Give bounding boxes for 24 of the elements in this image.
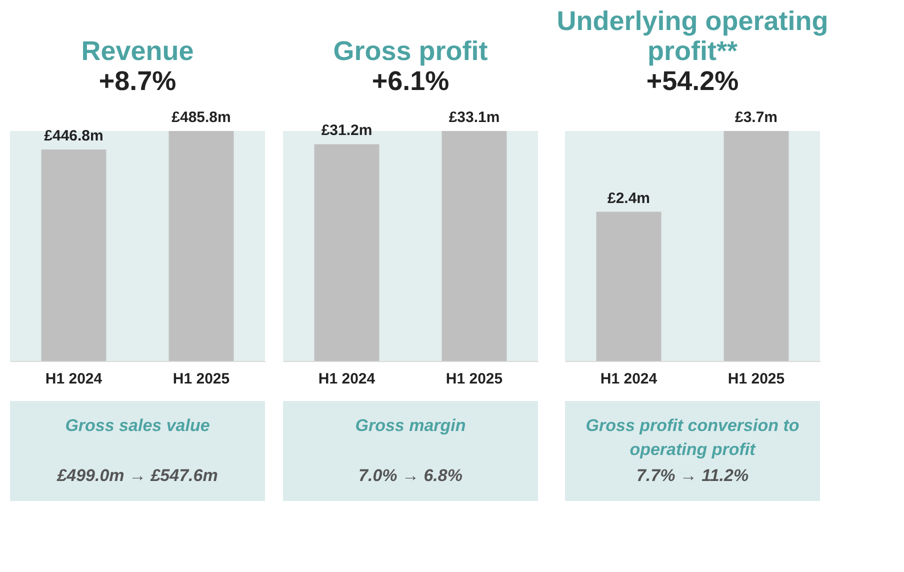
data-label: £3.7m <box>734 109 778 126</box>
x-tick-label: H1 2024 <box>600 370 658 388</box>
text: 7.0% → 6.8% <box>358 466 462 485</box>
x-tick-label: H1 2024 <box>45 370 103 388</box>
data-label: £485.8m <box>172 109 231 126</box>
chart-title: Gross profit <box>333 36 488 66</box>
chart-title: Revenue <box>81 36 194 66</box>
data-label: £2.4m <box>607 190 650 207</box>
chart-subtitle: +8.7% <box>98 66 176 96</box>
chart-subtitle: +54.2% <box>646 66 739 96</box>
text: Gross margin <box>355 416 466 435</box>
chart-title: Underlying operating profit** <box>556 6 828 66</box>
chart-subtitle: +6.1% <box>372 66 450 96</box>
text: Gross profit conversion to operating profit <box>586 416 800 459</box>
x-tick-label: H1 2025 <box>728 370 785 388</box>
text: Gross sales value <box>65 416 210 435</box>
text: 7.7% → 11.2% <box>636 466 749 485</box>
x-tick-label: H1 2024 <box>318 370 376 388</box>
data-label: £446.8m <box>44 127 104 144</box>
text: £499.0m → £547.6m <box>56 466 218 485</box>
x-tick-label: H1 2025 <box>446 370 503 388</box>
data-label: £33.1m <box>448 109 500 126</box>
x-tick-label: H1 2025 <box>172 370 230 388</box>
data-label: £31.2m <box>321 122 372 140</box>
